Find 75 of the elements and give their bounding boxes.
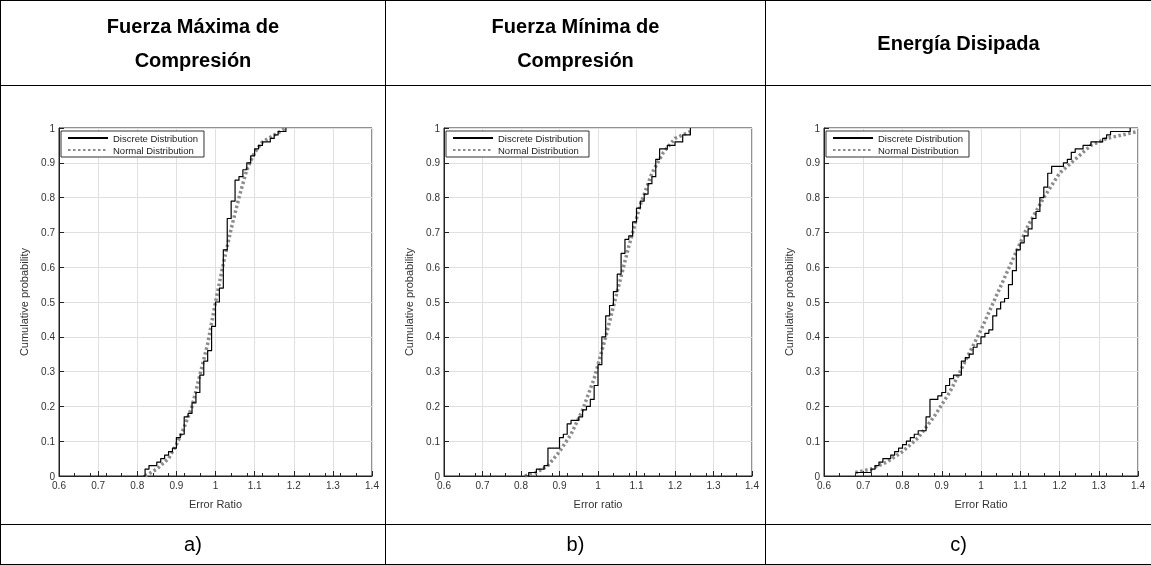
text: b) <box>385 524 766 565</box>
x-axis-title: Error ratio <box>573 497 623 510</box>
chart-title: Fuerza Mínima de Compresión <box>385 0 766 86</box>
x-tick-label: 1.1 <box>1013 479 1028 491</box>
x-tick-label: 1.2 <box>1052 479 1067 491</box>
x-tick-label: 0.9 <box>934 479 950 491</box>
y-axis-title: Cumulative probability <box>402 247 415 357</box>
y-tick-label: 1 <box>814 122 821 134</box>
y-tick-label: 0 <box>434 470 441 482</box>
y-tick-label: 0.4 <box>426 331 441 343</box>
x-axis-title: Error Ratio <box>188 497 243 510</box>
y-tick-label: 0.5 <box>806 296 821 308</box>
y-tick-label: 0.9 <box>426 157 441 169</box>
y-tick-label: 0.1 <box>426 435 441 447</box>
x-tick-label: 1.3 <box>1091 479 1107 491</box>
x-tick-label: 0.9 <box>552 479 567 491</box>
legend-label: Normal Distribution <box>498 144 579 156</box>
x-tick-label: 0.9 <box>169 479 184 491</box>
y-tick-label: 1 <box>434 122 441 134</box>
x-tick-label: 1 <box>978 479 985 491</box>
x-tick-label: 1.2 <box>286 479 302 491</box>
legend-label: Normal Distribution <box>113 144 194 156</box>
y-tick-label: 0.2 <box>41 400 56 412</box>
y-tick-label: 0.3 <box>806 366 821 378</box>
x-tick-label: 0.8 <box>895 479 910 491</box>
y-tick-label: 0.1 <box>806 435 821 447</box>
x-tick-label: 0.8 <box>514 479 529 491</box>
y-tick-label: 0.8 <box>426 192 441 204</box>
y-tick-label: 0.6 <box>41 261 56 273</box>
text: a) <box>0 524 386 565</box>
y-tick-label: 0.7 <box>806 226 821 238</box>
x-tick-label: 1.4 <box>745 479 760 491</box>
y-tick-label: 0.9 <box>41 157 56 169</box>
y-tick-label: 0.2 <box>806 400 821 412</box>
x-tick-label: 0.7 <box>475 479 490 491</box>
x-tick-label: 0.7 <box>91 479 106 491</box>
y-axis-title: Cumulative probability <box>782 247 795 357</box>
x-tick-label: 1.3 <box>706 479 721 491</box>
x-axis-title: Error Ratio <box>954 497 1008 510</box>
y-tick-label: 1 <box>49 122 56 134</box>
y-tick-label: 0.3 <box>426 366 441 378</box>
y-tick-label: 0.5 <box>41 296 56 308</box>
y-tick-label: 0 <box>49 470 56 482</box>
x-tick-label: 1.1 <box>247 479 263 491</box>
y-tick-label: 0.8 <box>806 192 821 204</box>
y-tick-label: 0.7 <box>41 226 56 238</box>
y-tick-label: 0.4 <box>806 331 821 343</box>
y-tick-label: 0.8 <box>41 192 56 204</box>
x-tick-label: 1.2 <box>668 479 683 491</box>
x-tick-label: 1.4 <box>365 479 380 491</box>
chart-title: Fuerza Máxima de Compresión <box>0 0 386 86</box>
y-tick-label: 0.6 <box>806 261 821 273</box>
y-tick-label: 0.2 <box>426 400 441 412</box>
y-tick-label: 0.1 <box>41 435 56 447</box>
legend-label: Discrete Distribution <box>878 132 963 144</box>
legend-label: Normal Distribution <box>878 144 959 156</box>
text: c) <box>765 524 1151 565</box>
chart-title: Energía Disipada <box>765 0 1151 86</box>
x-tick-label: 1.4 <box>1131 479 1146 491</box>
x-tick-label: 1.1 <box>629 479 644 491</box>
y-tick-label: 0.7 <box>426 226 441 238</box>
y-tick-label: 0.4 <box>41 331 56 343</box>
x-tick-label: 1.3 <box>325 479 341 491</box>
y-tick-label: 0.5 <box>426 296 441 308</box>
y-axis-title: Cumulative probability <box>17 247 30 357</box>
x-tick-label: 0.7 <box>856 479 871 491</box>
y-tick-label: 0.9 <box>806 157 821 169</box>
legend-label: Discrete Distribution <box>498 132 583 144</box>
x-tick-label: 1 <box>212 479 219 491</box>
legend-label: Discrete Distribution <box>113 132 198 144</box>
x-tick-label: 0.8 <box>130 479 145 491</box>
y-tick-label: 0.3 <box>41 366 56 378</box>
y-tick-label: 0.6 <box>426 261 441 273</box>
x-tick-label: 1 <box>595 479 602 491</box>
y-tick-label: 0 <box>814 470 821 482</box>
